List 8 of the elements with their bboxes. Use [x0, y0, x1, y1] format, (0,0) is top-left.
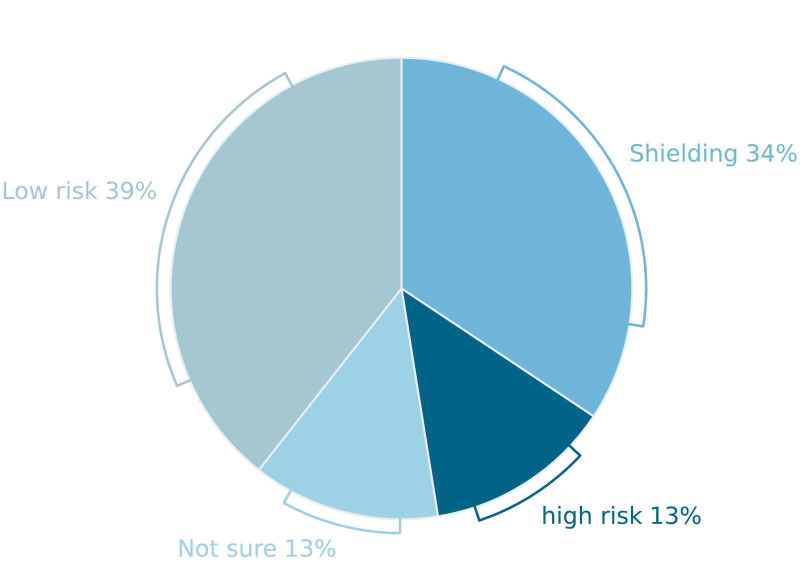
slice-label: Low risk — [4, 181, 98, 200]
slice-label: high risk — [543, 506, 642, 529]
data-label: 34% — [747, 144, 797, 162]
data-label: 13% — [286, 539, 336, 557]
data-label: 39% — [106, 182, 156, 200]
data-label: 13% — [652, 506, 701, 524]
slice-label: Not sure — [180, 539, 276, 557]
slice-label: Shielding — [630, 144, 736, 166]
